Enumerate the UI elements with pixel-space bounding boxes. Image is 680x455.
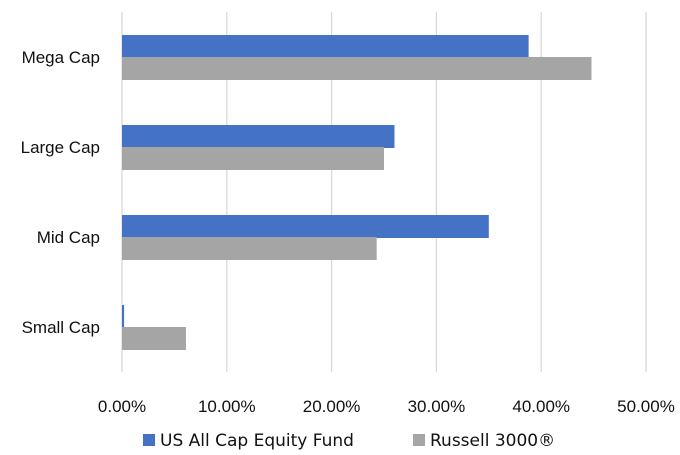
bar-fund bbox=[122, 125, 395, 148]
x-tick-label: 30.00% bbox=[408, 397, 466, 416]
category-labels: Mega Cap Large Cap Mid Cap Small Cap bbox=[21, 48, 100, 337]
bars bbox=[122, 35, 592, 350]
x-tick-label: 10.00% bbox=[198, 397, 256, 416]
legend-label: Russell 3000® bbox=[430, 431, 555, 451]
bar-fund bbox=[122, 215, 489, 238]
bar-fund bbox=[122, 305, 125, 328]
category-label: Mega Cap bbox=[22, 48, 100, 67]
category-label: Mid Cap bbox=[37, 228, 100, 247]
category-label: Small Cap bbox=[22, 318, 100, 337]
legend-swatch bbox=[143, 434, 155, 446]
bar-benchmark bbox=[122, 237, 377, 260]
legend: US All Cap Equity Fund Russell 3000® bbox=[143, 431, 555, 451]
legend-label: US All Cap Equity Fund bbox=[160, 431, 354, 451]
x-tick-label: 50.00% bbox=[617, 397, 675, 416]
x-tick-label: 20.00% bbox=[303, 397, 361, 416]
x-axis-tick-labels: 0.00% 10.00% 20.00% 30.00% 40.00% 50.00% bbox=[98, 397, 675, 416]
bar-fund bbox=[122, 35, 529, 58]
x-tick-label: 40.00% bbox=[512, 397, 570, 416]
bar-benchmark bbox=[122, 147, 384, 170]
bar-benchmark bbox=[122, 57, 592, 80]
x-tick-label: 0.00% bbox=[98, 397, 146, 416]
legend-swatch bbox=[413, 434, 425, 446]
bar-benchmark bbox=[122, 327, 186, 350]
category-label: Large Cap bbox=[21, 138, 100, 157]
